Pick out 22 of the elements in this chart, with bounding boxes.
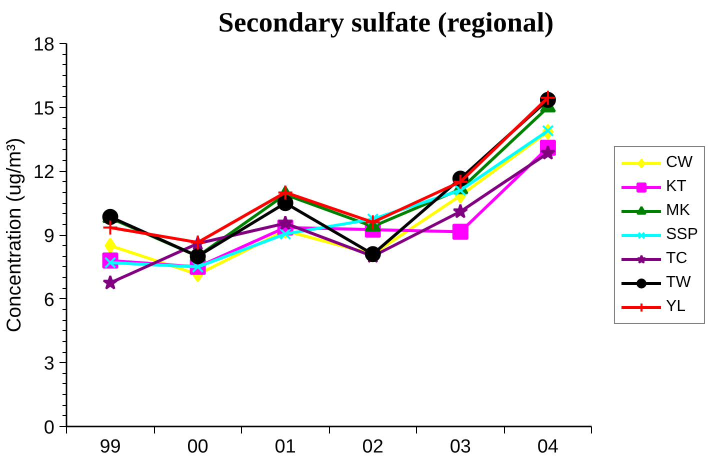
x-tick-label: 01	[274, 436, 296, 458]
y-tick-label: 18	[33, 34, 55, 56]
x-tick-label: 03	[450, 436, 471, 458]
legend-label: TW	[666, 274, 691, 292]
x-tick-label: 02	[362, 436, 384, 458]
legend-label: SSP	[666, 226, 698, 244]
legend-label: YL	[666, 298, 686, 316]
legend-label: CW	[666, 154, 693, 172]
y-tick-label: 3	[44, 354, 55, 375]
y-tick-label: 0	[44, 418, 55, 438]
x-tick-label: 04	[537, 436, 559, 458]
y-tick-label: 9	[44, 226, 55, 247]
legend-label: MK	[666, 202, 690, 220]
y-tick-label: 15	[33, 98, 55, 120]
x-tick-label: 99	[100, 436, 121, 458]
legend-label: TC	[666, 250, 688, 268]
y-tick-label: 6	[44, 290, 55, 311]
y-tick-label: 12	[33, 162, 55, 184]
legend-label: KT	[666, 178, 686, 196]
x-tick-label: 00	[187, 436, 208, 458]
y-axis-title: Concentration (ug/m³)	[3, 138, 26, 332]
chart-title: Secondary sulfate (regional)	[218, 8, 554, 38]
